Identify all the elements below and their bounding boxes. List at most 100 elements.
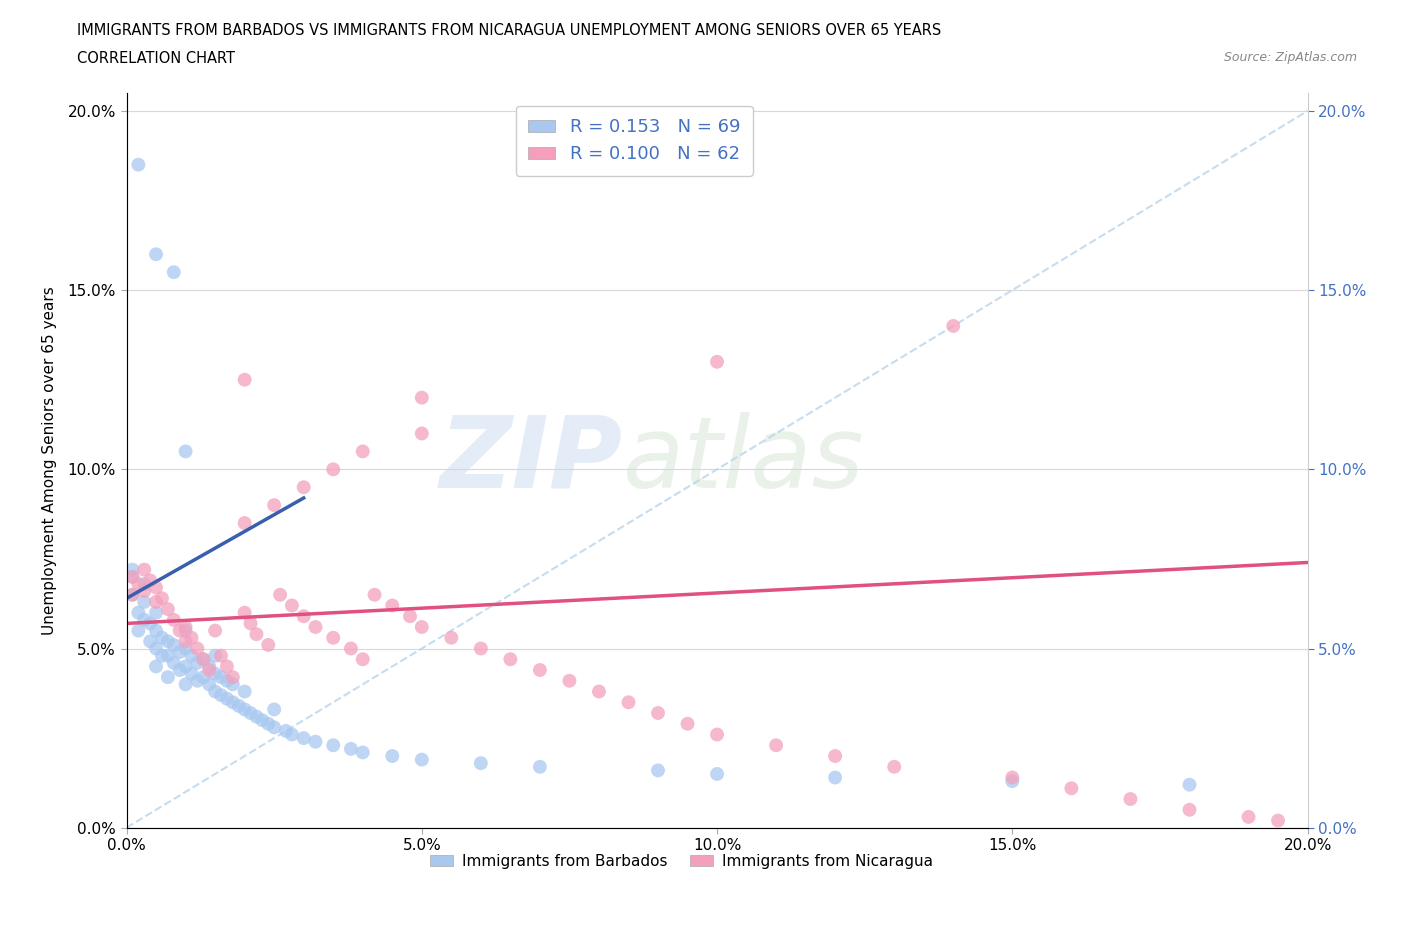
Point: [186, 641, 208, 656]
Point: [209, 687, 232, 702]
Point: [1237, 809, 1260, 824]
Point: [824, 749, 846, 764]
Point: [134, 594, 156, 609]
Point: [169, 623, 191, 638]
Y-axis label: Unemployment Among Seniors over 65 years: Unemployment Among Seniors over 65 years: [42, 286, 56, 634]
Point: [163, 612, 186, 627]
Point: [292, 731, 315, 746]
Point: [1178, 803, 1201, 817]
Point: [411, 752, 433, 767]
Point: [145, 659, 167, 674]
Point: [706, 727, 728, 742]
Point: [381, 749, 404, 764]
Point: [180, 666, 202, 681]
Point: [193, 652, 215, 667]
Point: [411, 391, 433, 405]
Point: [145, 580, 167, 595]
Point: [322, 631, 344, 645]
Point: [174, 444, 197, 458]
Point: [204, 666, 226, 681]
Point: [706, 354, 728, 369]
Text: atlas: atlas: [623, 412, 865, 509]
Point: [883, 759, 905, 774]
Point: [121, 569, 143, 584]
Point: [1119, 791, 1142, 806]
Point: [139, 573, 162, 588]
Point: [252, 712, 274, 727]
Point: [215, 691, 238, 706]
Point: [363, 588, 385, 603]
Point: [163, 265, 186, 280]
Point: [121, 588, 143, 603]
Point: [233, 605, 256, 620]
Point: [676, 716, 699, 731]
Point: [1001, 774, 1024, 789]
Point: [257, 716, 280, 731]
Point: [352, 652, 374, 667]
Point: [134, 563, 156, 578]
Text: Source: ZipAtlas.com: Source: ZipAtlas.com: [1223, 51, 1357, 64]
Point: [470, 641, 492, 656]
Point: [304, 619, 326, 634]
Point: [121, 569, 143, 584]
Point: [411, 619, 433, 634]
Point: [558, 673, 581, 688]
Point: [222, 695, 245, 710]
Point: [174, 677, 197, 692]
Point: [198, 662, 221, 677]
Point: [765, 737, 787, 752]
Point: [274, 724, 297, 738]
Point: [239, 706, 262, 721]
Point: [127, 623, 149, 638]
Point: [180, 648, 202, 663]
Point: [529, 662, 551, 677]
Point: [322, 462, 344, 477]
Point: [145, 246, 167, 261]
Point: [647, 763, 669, 777]
Point: [411, 426, 433, 441]
Point: [121, 588, 143, 603]
Point: [706, 766, 728, 781]
Point: [281, 598, 304, 613]
Point: [134, 577, 156, 591]
Point: [127, 157, 149, 172]
Text: CORRELATION CHART: CORRELATION CHART: [77, 51, 235, 66]
Point: [180, 631, 202, 645]
Point: [156, 670, 179, 684]
Point: [174, 634, 197, 649]
Point: [156, 634, 179, 649]
Point: [204, 684, 226, 699]
Point: [150, 648, 173, 663]
Point: [145, 641, 167, 656]
Point: [145, 605, 167, 620]
Point: [233, 515, 256, 530]
Point: [150, 631, 173, 645]
Point: [163, 656, 186, 671]
Point: [942, 318, 965, 333]
Point: [269, 588, 291, 603]
Point: [228, 698, 250, 713]
Point: [245, 627, 267, 642]
Point: [215, 659, 238, 674]
Point: [186, 673, 208, 688]
Point: [304, 735, 326, 750]
Point: [239, 616, 262, 631]
Point: [1267, 813, 1289, 828]
Point: [174, 641, 197, 656]
Point: [529, 759, 551, 774]
Point: [440, 631, 463, 645]
Point: [1060, 781, 1083, 796]
Point: [263, 720, 285, 735]
Point: [139, 634, 162, 649]
Point: [647, 706, 669, 721]
Point: [209, 648, 232, 663]
Point: [174, 623, 197, 638]
Point: [169, 662, 191, 677]
Point: [127, 605, 149, 620]
Point: [156, 602, 179, 617]
Point: [198, 677, 221, 692]
Point: [169, 644, 191, 659]
Point: [233, 372, 256, 387]
Point: [163, 637, 186, 652]
Point: [245, 710, 267, 724]
